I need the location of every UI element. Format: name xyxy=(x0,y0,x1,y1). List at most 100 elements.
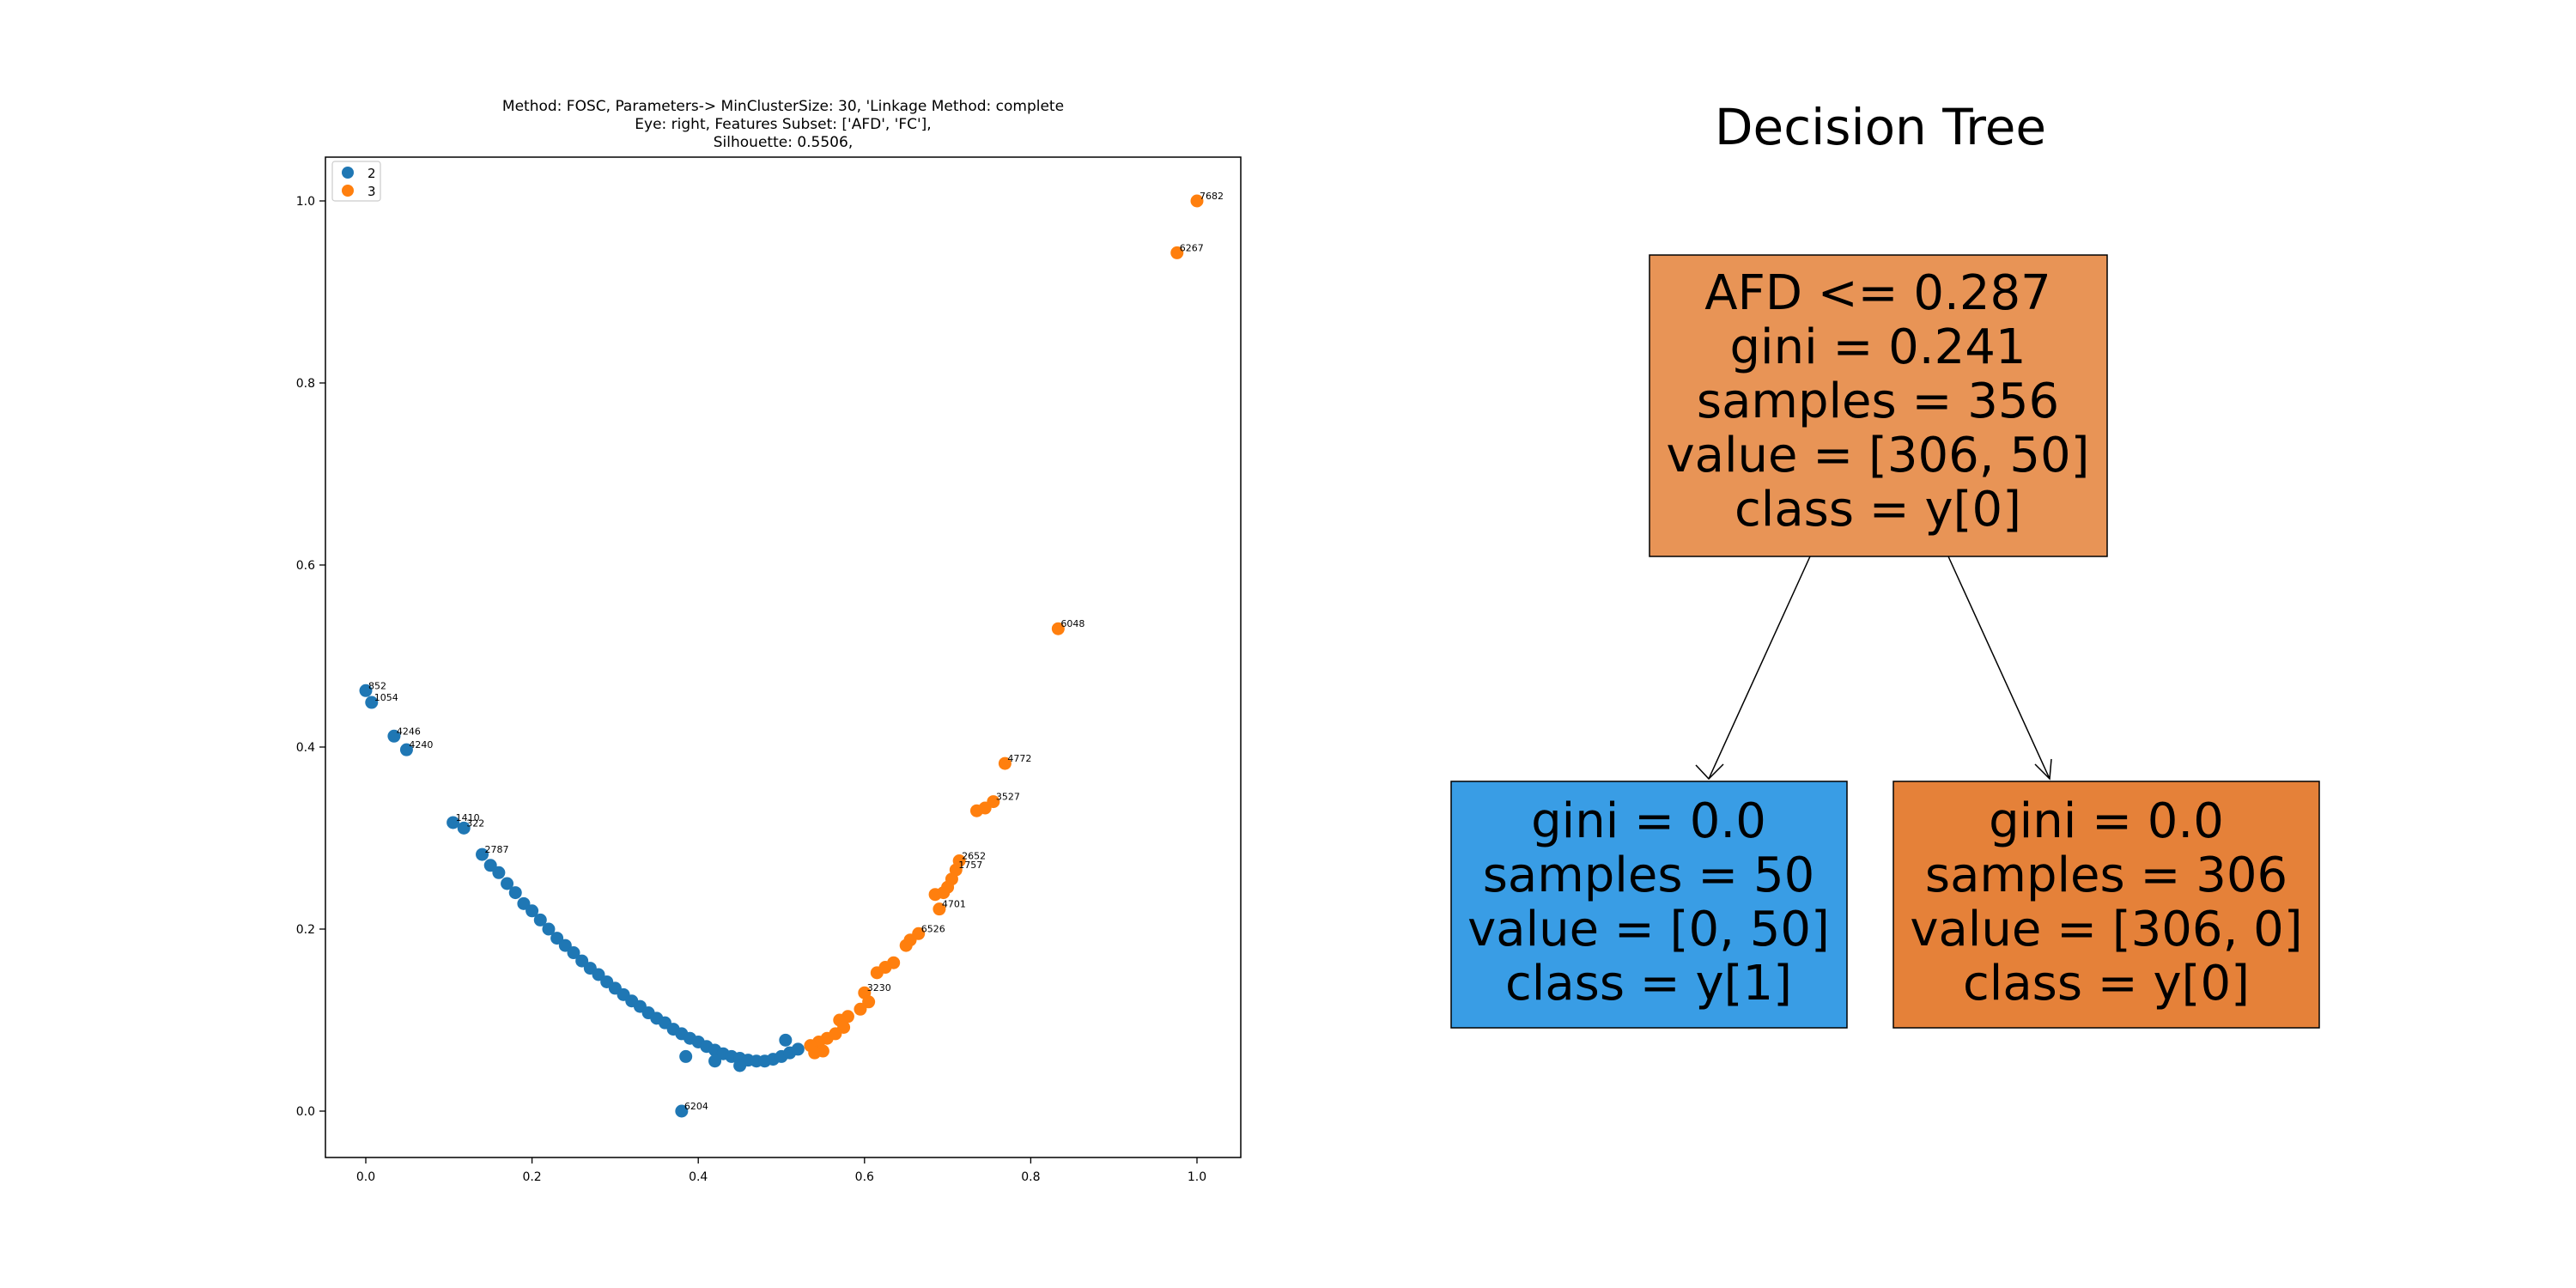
point-series-2-44 xyxy=(791,1042,805,1056)
point-label-4246: 4246 xyxy=(397,726,421,737)
point-series-2-7 xyxy=(483,859,497,872)
point-series-2-2 xyxy=(387,729,401,743)
point-label-3527: 3527 xyxy=(996,792,1020,803)
node-root-line-5: class = y[0] xyxy=(1735,482,2021,538)
node-left-line-4: class = y[1] xyxy=(1505,956,1792,1012)
x-tick-label-1: 0.2 xyxy=(522,1170,541,1184)
node-right-line-3: value = [306, 0] xyxy=(1910,902,2302,957)
node-root-line-4: value = [306, 50] xyxy=(1667,428,2090,483)
tree-node-root: AFD <= 0.287 gini = 0.241 samples = 356 … xyxy=(1649,254,2108,557)
scatter-legend: 2 3 xyxy=(331,161,381,202)
node-root-line-1: AFD <= 0.287 xyxy=(1704,265,2050,321)
point-label-1410: 1410 xyxy=(456,812,480,823)
point-label-2652: 2652 xyxy=(962,851,986,862)
node-right-line-1: gini = 0.0 xyxy=(1989,793,2224,849)
scatter-plot-area xyxy=(325,156,1242,1158)
y-tick-label-3: 0.6 xyxy=(296,559,315,573)
node-right-line-2: samples = 306 xyxy=(1925,848,2287,903)
node-left-line-2: samples = 50 xyxy=(1483,848,1815,903)
node-left-line-1: gini = 0.0 xyxy=(1531,793,1766,849)
point-series-2-1 xyxy=(365,696,379,709)
legend-marker-3 xyxy=(342,185,354,197)
legend-label-2: 2 xyxy=(368,166,376,181)
x-tick-label-2: 0.4 xyxy=(689,1170,708,1184)
point-series-2-0 xyxy=(359,683,373,697)
node-left-line-3: value = [0, 50] xyxy=(1467,902,1830,957)
point-series-2-11 xyxy=(517,896,531,910)
point-label-322: 322 xyxy=(466,817,484,829)
point-series-2-46 xyxy=(708,1054,722,1068)
point-series-2-9 xyxy=(501,877,514,890)
point-series-3-13 xyxy=(933,902,946,916)
point-series-2-12 xyxy=(526,904,539,918)
point-series-2-14 xyxy=(542,922,556,936)
point-label-6204: 6204 xyxy=(684,1101,708,1112)
y-axis: 0.0 0.2 0.4 0.6 0.8 1.0 xyxy=(296,195,325,1119)
point-series-3-2 xyxy=(1051,622,1065,635)
point-series-2-16 xyxy=(558,939,572,952)
y-tick-label-0: 0.0 xyxy=(296,1105,315,1119)
point-series-3-1 xyxy=(1170,246,1184,259)
point-label-6048: 6048 xyxy=(1060,618,1084,629)
point-series-3-0 xyxy=(1190,194,1204,208)
point-label-852: 852 xyxy=(368,680,386,691)
tree-edges xyxy=(1695,556,2052,781)
decision-tree-subplot: Decision Tree AFD <= 0.287 gini = 0.241 … xyxy=(1450,98,2320,1029)
edge-root-right-arrowhead xyxy=(2034,758,2052,781)
node-right-line-4: class = y[0] xyxy=(1963,956,2250,1012)
point-label-1054: 1054 xyxy=(374,692,398,703)
point-series-2-8 xyxy=(492,866,506,879)
scatter-points xyxy=(359,194,1204,1118)
point-series-2-45 xyxy=(679,1049,693,1063)
point-series-2-4 xyxy=(447,816,460,829)
node-root-line-2: gini = 0.241 xyxy=(1730,319,2026,375)
point-series-2-17 xyxy=(567,946,580,960)
node-root-box xyxy=(1649,254,2108,557)
point-series-2-10 xyxy=(508,886,522,900)
point-series-2-48 xyxy=(779,1033,793,1047)
scatter-subplot: Method: FOSC, Parameters-> MinClusterSiz… xyxy=(296,98,1242,1184)
x-tick-label-4: 0.8 xyxy=(1021,1170,1040,1184)
node-left-box xyxy=(1450,781,1848,1029)
x-tick-label-0: 0.0 xyxy=(356,1170,375,1184)
scatter-title-line-1: Method: FOSC, Parameters-> MinClusterSiz… xyxy=(502,98,1064,115)
point-series-3-21 xyxy=(862,995,876,1009)
point-series-2-49 xyxy=(675,1104,689,1118)
y-tick-label-4: 0.8 xyxy=(296,377,315,391)
tree-node-left: gini = 0.0 samples = 50 value = [0, 50] … xyxy=(1450,781,1848,1029)
point-series-3-12 xyxy=(928,888,942,902)
point-series-2-5 xyxy=(457,821,471,835)
point-series-3-16 xyxy=(899,939,913,952)
point-label-6267: 6267 xyxy=(1180,242,1204,253)
y-tick-label-1: 0.2 xyxy=(296,923,315,937)
point-series-2-20 xyxy=(592,968,605,981)
x-tick-label-5: 1.0 xyxy=(1188,1170,1206,1184)
edge-root-right xyxy=(1947,556,2050,780)
x-tick-label-3: 0.6 xyxy=(855,1170,874,1184)
point-series-3-3 xyxy=(998,756,1012,770)
point-series-2-13 xyxy=(533,913,547,927)
y-tick-label-5: 1.0 xyxy=(296,195,315,209)
point-series-2-47 xyxy=(733,1059,747,1072)
legend-label-3: 3 xyxy=(368,184,376,199)
point-label-3230: 3230 xyxy=(867,982,891,993)
point-label-4240: 4240 xyxy=(409,739,433,750)
point-series-2-3 xyxy=(399,743,413,756)
point-label-4772: 4772 xyxy=(1007,753,1031,764)
tree-title: Decision Tree xyxy=(1715,98,2046,156)
point-series-2-6 xyxy=(476,848,489,861)
point-label-4701: 4701 xyxy=(942,899,966,910)
tree-node-right: gini = 0.0 samples = 306 value = [306, 0… xyxy=(1893,781,2320,1029)
point-series-2-18 xyxy=(575,954,589,968)
point-series-3-6 xyxy=(969,804,983,817)
edge-root-left xyxy=(1708,556,1811,780)
point-series-3-31 xyxy=(808,1046,822,1060)
node-root-line-3: samples = 356 xyxy=(1697,374,2059,429)
node-right-box xyxy=(1893,781,2320,1029)
x-axis: 0.0 0.2 0.4 0.6 0.8 1.0 xyxy=(356,1157,1206,1184)
point-label-2787: 2787 xyxy=(485,844,509,855)
scatter-title-line-2: Eye: right, Features Subset: ['AFD', 'FC… xyxy=(635,116,931,133)
point-series-3-19 xyxy=(870,966,884,980)
